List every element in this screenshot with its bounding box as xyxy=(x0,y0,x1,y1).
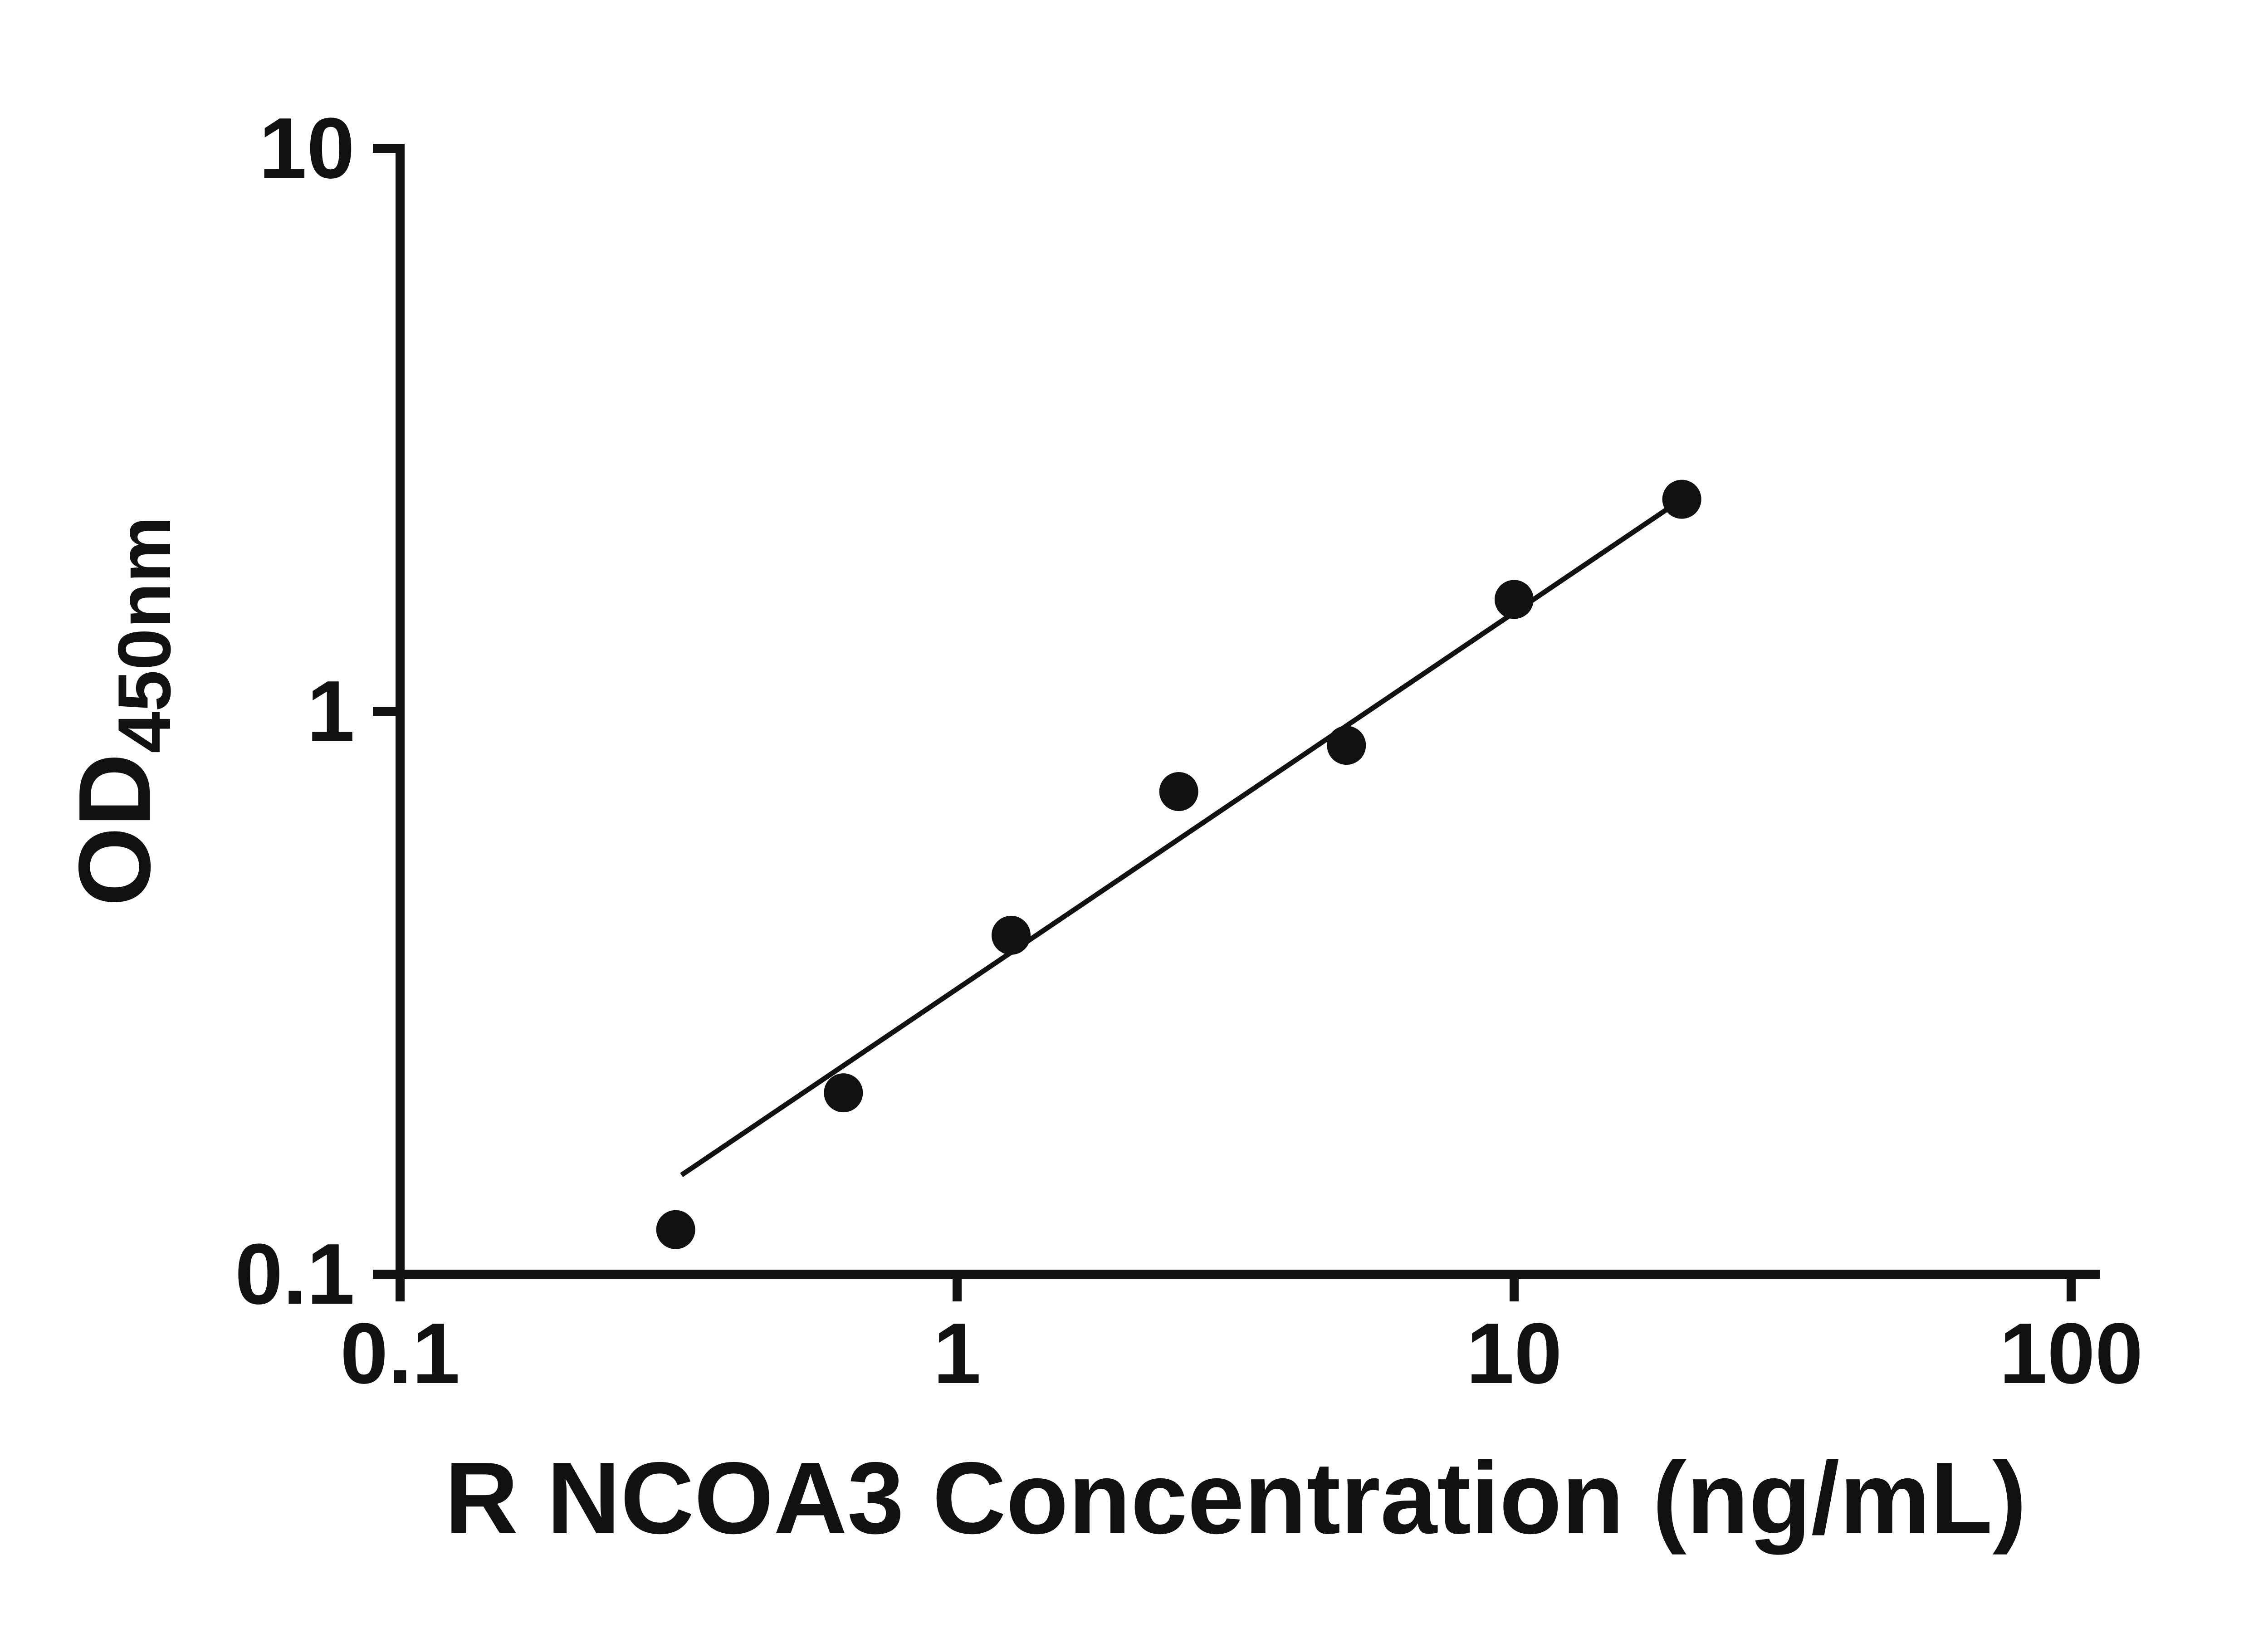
y-tick-label: 0.1 xyxy=(235,1226,355,1322)
data-point xyxy=(1495,580,1534,619)
y-axis-title-main: OD xyxy=(57,753,171,907)
data-point xyxy=(1662,479,1701,519)
x-tick-label: 0.1 xyxy=(340,1305,460,1402)
data-point xyxy=(1327,726,1366,765)
y-axis-title-sub: 450nm xyxy=(103,516,186,753)
data-point xyxy=(824,1073,863,1113)
data-point xyxy=(992,915,1031,955)
x-axis-title: R NCOA3 Concentration (ng/mL) xyxy=(445,1441,2026,1555)
x-tick-label: 100 xyxy=(1999,1305,2143,1402)
data-point xyxy=(1159,772,1198,812)
x-tick-label: 1 xyxy=(933,1305,981,1402)
y-tick-label: 10 xyxy=(259,100,355,196)
data-point xyxy=(656,1210,695,1249)
chart-plot-area: 0.1 1 10 100 0.1 1 10 xyxy=(235,100,2143,1402)
y-axis-title: OD450nm xyxy=(57,516,186,906)
y-tick-label: 1 xyxy=(307,663,355,759)
x-tick-label: 10 xyxy=(1466,1305,1562,1402)
